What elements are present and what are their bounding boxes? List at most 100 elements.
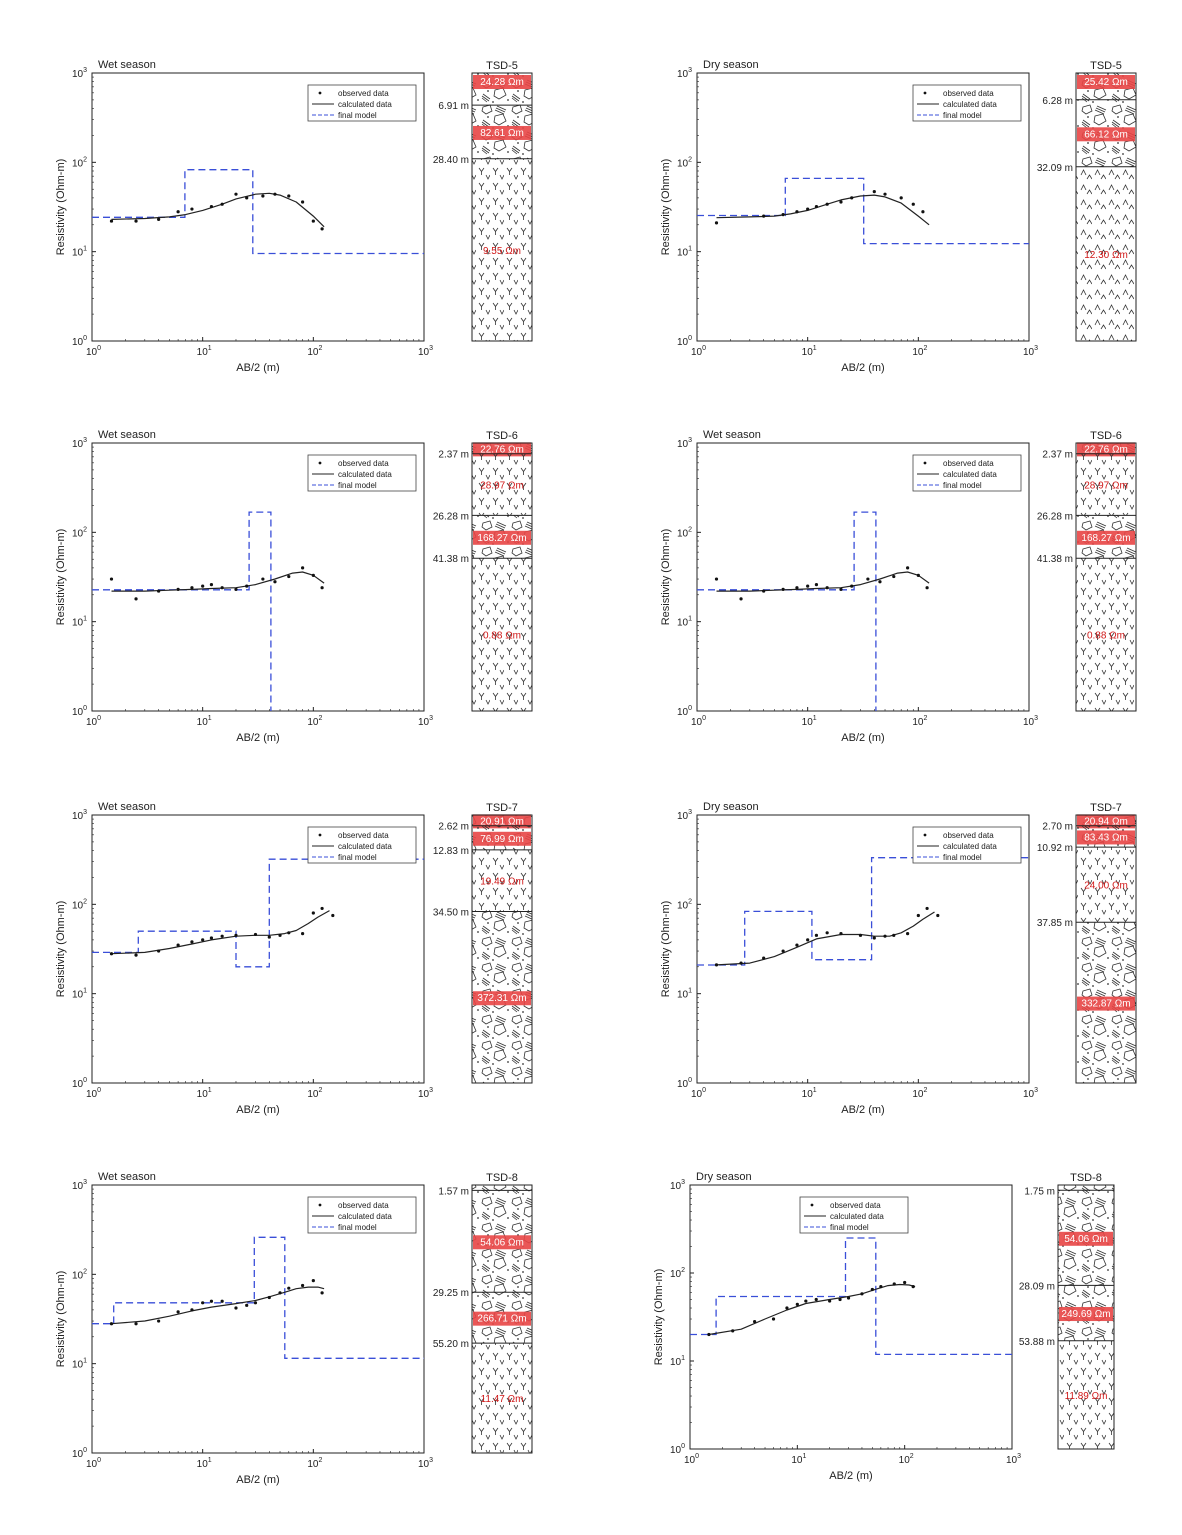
layer-resistivity-label: 24.28 Ωm [480,77,524,88]
series-group [697,177,1029,245]
observed-data-point [925,586,929,590]
observed-data-point [814,933,819,937]
y-tick-exp: 1 [83,988,87,995]
observed-data-point [825,202,829,206]
observed-data-point [739,597,743,601]
legend-observed-label: observed data [830,1201,881,1210]
lithology-layer [472,849,532,912]
layer-resistivity-label: 168.27 Ωm [1081,533,1130,544]
observed-data-point [190,586,194,590]
layer-resistivity-label: 54.06 Ωm [480,1237,524,1248]
season-title: Dry season [703,801,759,813]
legend-calculated-label: calculated data [338,842,392,851]
legend-observed-label: observed data [338,831,389,840]
observed-data-point [320,586,324,590]
observed-data-point [872,936,876,940]
observed-data-point [858,933,863,937]
y-tick-label: 100 [72,1447,87,1460]
observed-data-point [201,1301,205,1305]
x-tick-label: 100 [691,345,706,358]
lithology-column: TSD-8 54.06 Ωm 249.69 Ωm 11.89 Ωm 1.75 m 28.0… [1019,1172,1115,1450]
season-title: Wet season [98,801,156,813]
y-tick-exp: 3 [688,437,692,444]
y-tick-label: 100 [677,1077,692,1090]
series-group [92,169,424,255]
layer-resistivity-label: 12.30 Ωm [1084,250,1128,261]
calculated-data-line [716,194,930,226]
calculated-data-line [111,1286,325,1325]
y-tick-label: 101 [677,616,692,629]
legend: observed data calculated data final model [307,826,417,864]
observed-data-point [814,204,819,209]
observed-data-point [860,1292,864,1296]
observed-data-point [273,580,277,584]
x-tick-exp: 0 [97,1087,101,1094]
observed-data-point [245,584,249,588]
x-tick-exp: 2 [318,345,322,352]
y-tick-label: 100 [72,705,87,718]
observed-data-point [739,961,743,965]
depth-label: 34.50 m [433,907,469,918]
legend-calculated-label: calculated data [943,100,997,109]
legend-calculated-label: calculated data [943,842,997,851]
layer-label-highlight [1059,1231,1113,1246]
depth-label: 6.28 m [1042,96,1073,107]
legend-observed-marker [318,461,322,465]
observed-data-point [714,221,719,225]
observed-data-point [287,931,291,935]
x-tick-label: 103 [1023,1087,1038,1100]
observed-data-point [866,577,870,581]
y-tick-label: 103 [72,437,87,450]
x-tick-label: 103 [1023,715,1038,728]
observed-data-point [176,1310,180,1314]
y-tick-label: 103 [72,1179,87,1192]
station-label: TSD-6 [486,430,518,442]
layer-resistivity-label: 76.99 Ωm [480,834,524,845]
y-tick-exp: 2 [83,156,87,163]
observed-data-point [176,943,180,947]
y-axis-label: Resistivity (Ohm-m) [660,529,672,626]
depth-label: 53.88 m [1019,1337,1055,1348]
y-tick-label: 102 [677,156,692,169]
y-tick-exp: 1 [83,616,87,623]
layer-resistivity-label: 0.88 Ωm [483,631,521,642]
y-tick-label: 103 [677,437,692,450]
layer-resistivity-label: 20.94 Ωm [1084,816,1128,827]
y-tick-label: 100 [72,335,87,348]
observed-data-point [220,202,224,206]
legend: observed data calculated data final model [307,84,417,122]
observed-data-point [795,210,799,214]
depth-label: 55.20 m [433,1339,469,1350]
observed-data-point [253,932,258,937]
lithology-column: TSD-6 22.76 Ωm 28.97 Ωm 168.27 Ωm 0.88 Ωm 2.3… [433,430,533,712]
lithology-column: TSD-8 54.06 Ωm 266.71 Ωm 11.47 Ωm 1.57 m 29.2… [433,1172,533,1454]
y-axis-label: Resistivity (Ohm-m) [55,159,67,256]
x-tick-label: 100 [691,1087,706,1100]
observed-data-point [872,190,876,194]
y-tick-label: 100 [677,705,692,718]
legend-observed-label: observed data [338,459,389,468]
y-tick-exp: 1 [688,988,692,995]
lithology-layer [472,1343,532,1453]
x-tick-exp: 2 [318,1457,322,1464]
observed-data-point [234,1306,238,1310]
depth-label: 1.57 m [438,1186,469,1197]
layer-resistivity-label: 20.91 Ωm [480,816,524,827]
layer-label-highlight [1077,814,1135,829]
lithology-layer [1076,166,1136,341]
column-frame [1057,1184,1115,1450]
observed-data-point [311,911,315,915]
y-tick-exp: 0 [688,705,692,712]
layer-resistivity-label: 0.88 Ωm [1087,631,1125,642]
observed-data-point [134,597,138,601]
observed-data-point [201,938,205,942]
final-model-line [92,858,424,968]
x-tick-label: 103 [418,345,433,358]
layer-label-highlight [473,75,531,89]
y-tick-exp: 3 [83,809,87,816]
y-tick-exp: 2 [83,898,87,905]
observed-data-point [220,586,224,590]
y-tick-exp: 0 [83,705,87,712]
legend: observed data calculated data final model [307,1196,417,1234]
y-axis-label: Resistivity (Ohm-m) [660,901,672,998]
